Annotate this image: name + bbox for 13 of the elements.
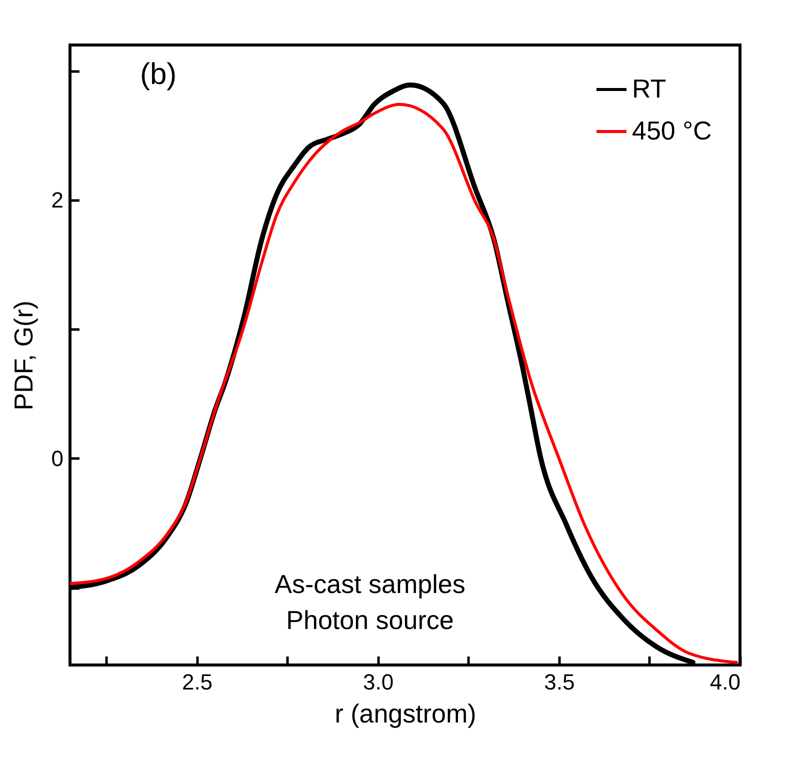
y-tick-label: 0	[51, 446, 64, 471]
y-axis-title: PDF, G(r)	[8, 300, 38, 410]
x-tick-label: 4.0	[710, 670, 740, 694]
x-axis-title: r (angstrom)	[334, 698, 476, 728]
legend-label: RT	[632, 74, 666, 104]
x-tick-label: 3.0	[363, 670, 394, 694]
annotation: (b)	[140, 58, 177, 91]
legend-label: 450 °C	[632, 116, 712, 146]
y-tick-label: 2	[51, 188, 64, 212]
x-tick-label: 2.5	[182, 670, 213, 694]
annotation: Photon source	[286, 605, 454, 635]
x-tick-label: 3.5	[544, 670, 575, 694]
annotation: As-cast samples	[274, 569, 466, 599]
